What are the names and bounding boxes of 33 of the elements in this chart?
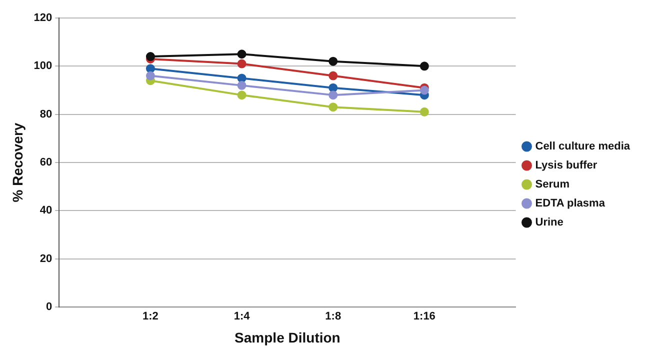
- y-tick-label: 80: [40, 108, 52, 120]
- point: [328, 90, 338, 100]
- point: [328, 102, 338, 112]
- point: [237, 59, 246, 68]
- point: [420, 86, 429, 95]
- legend-label: Lysis buffer: [535, 160, 598, 172]
- point: [420, 107, 429, 116]
- point: [237, 80, 246, 90]
- y-axis-title: % Recovery: [9, 122, 26, 202]
- y-tick-label: 20: [40, 252, 52, 265]
- point: [237, 90, 246, 100]
- x-tick-label: 1:8: [325, 310, 342, 323]
- y-tick-label: 0: [46, 301, 52, 314]
- point: [237, 74, 246, 83]
- x-tick-label: 1:16: [413, 310, 436, 323]
- x-tick-label: 1:4: [234, 310, 251, 323]
- y-tick-label: 120: [34, 12, 52, 24]
- point: [146, 71, 155, 80]
- point: [328, 56, 338, 66]
- y-tick-label: 40: [40, 204, 52, 217]
- y-tick-label: 100: [34, 60, 52, 72]
- legend-label: Urine: [535, 216, 564, 229]
- point: [328, 71, 338, 80]
- x-axis-title: Sample Dilution: [234, 329, 340, 346]
- point: [420, 62, 429, 71]
- legend-label: EDTA plasma: [535, 198, 606, 210]
- point: [328, 83, 338, 92]
- point: [237, 50, 246, 59]
- y-tick-label: 60: [40, 156, 52, 169]
- x-tick-label: 1:2: [142, 310, 158, 323]
- legend-label: Cell culture media: [535, 140, 631, 153]
- legend-label: Serum: [535, 178, 570, 191]
- point: [146, 64, 155, 74]
